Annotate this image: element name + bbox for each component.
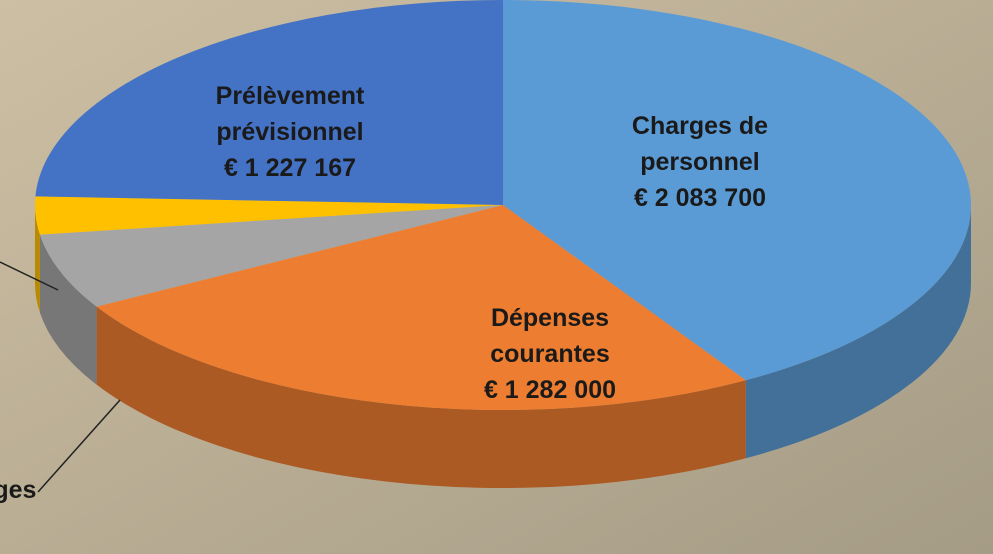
pie-side	[39, 234, 97, 385]
category-label: Prélèvement prévisionnel	[215, 82, 365, 146]
pie-slice	[503, 0, 972, 381]
pie-side	[745, 205, 971, 459]
leader-line	[0, 261, 59, 291]
leader-line	[37, 399, 121, 493]
slice-label: Prélèvement prévisionnel € 1 227 167	[190, 78, 390, 186]
value-label: € 1 282 000	[483, 376, 617, 404]
slice-label: Dépenses courantes € 1 282 000	[455, 300, 645, 408]
value-label: € 1 227 167	[223, 154, 357, 182]
pie-slice	[35, 0, 504, 205]
pie-slice	[35, 196, 504, 235]
category-label: Dépenses courantes	[490, 304, 610, 368]
category-label: Charges de personnel	[631, 112, 769, 176]
pie-side	[35, 205, 40, 313]
pie-side	[96, 306, 746, 489]
category-label: rges	[0, 476, 37, 504]
pie-slice	[96, 205, 746, 410]
slice-label: rges	[0, 472, 80, 508]
value-label: € 2 083 700	[633, 184, 767, 212]
slice-label: Charges de personnel € 2 083 700	[600, 108, 800, 216]
pie-slice	[39, 205, 503, 307]
